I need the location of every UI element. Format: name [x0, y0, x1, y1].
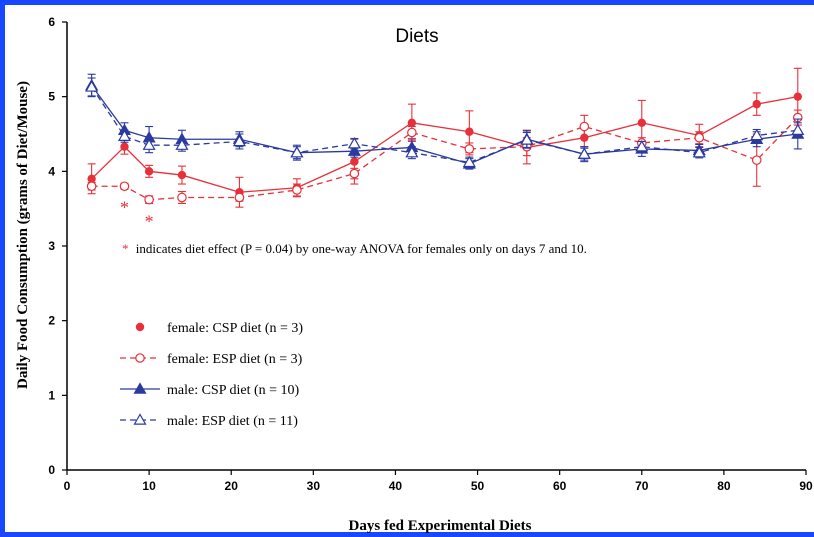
- data-point: [407, 118, 417, 128]
- data-point: [350, 157, 359, 166]
- legend-label: female: ESP diet (n = 3): [167, 352, 303, 367]
- annotation-note: * indicates diet effect (P = 0.04) by on…: [122, 241, 587, 256]
- svg-text:* indicates diet effect: * indicates diet effect (P = 0.04) by on…: [122, 241, 587, 256]
- data-point: [144, 194, 154, 205]
- data-point: [465, 127, 474, 136]
- legend-item-2: female: ESP diet (n = 3): [120, 352, 303, 367]
- legend-item-3: male: CSP diet (n = 10): [120, 382, 300, 398]
- data-point: [142, 138, 156, 150]
- data-point: [752, 99, 761, 109]
- significance-star: *: [120, 197, 129, 217]
- series-4: [85, 77, 805, 169]
- legend-marker: [135, 322, 145, 332]
- legend-item-1: female: CSP diet (n = 3): [135, 321, 303, 336]
- data-point: [86, 181, 97, 192]
- data-point: [349, 168, 360, 179]
- data-point: [637, 118, 646, 128]
- data-point: [405, 145, 419, 158]
- y-ticks: 0 1 2 3 4 5 6: [48, 15, 67, 477]
- data-point: [232, 134, 246, 147]
- data-point: [694, 132, 705, 143]
- x-ticks: 0 10 20 30 40 50 60 70 80 90: [64, 470, 813, 493]
- significance-star: *: [145, 211, 154, 231]
- legend: female: CSP diet (n = 3) female: ESP diet…: [120, 321, 303, 429]
- annotation-star: *: [122, 241, 129, 256]
- legend-marker: [133, 413, 147, 425]
- data-point: [119, 181, 130, 192]
- x-tick-label: 0: [64, 479, 71, 493]
- annotation-text: indicates diet effect (P = 0.04) by one-…: [136, 241, 587, 256]
- data-point: [87, 174, 96, 183]
- data-point: [464, 144, 475, 154]
- series-line: [91, 117, 799, 201]
- x-tick-label: 10: [142, 479, 156, 493]
- y-tick-label: 1: [48, 388, 55, 402]
- data-point: [120, 142, 129, 151]
- y-tick-label: 4: [48, 164, 55, 178]
- data-point: [234, 192, 245, 203]
- data-point: [751, 155, 762, 165]
- series-line: [91, 85, 798, 165]
- y-tick-label: 5: [48, 90, 55, 104]
- data-point: [692, 145, 706, 158]
- data-point: [520, 133, 534, 145]
- x-tick-label: 80: [717, 479, 731, 493]
- data-point: [175, 138, 189, 150]
- y-tick-label: 3: [48, 239, 55, 253]
- y-axis-label: Daily Food Consumption (grams of Diet/Mo…: [15, 81, 31, 389]
- data-point: [579, 121, 590, 132]
- data-point: [462, 155, 476, 168]
- legend-label: male: ESP diet (n = 11): [167, 414, 298, 429]
- x-tick-label: 40: [389, 479, 403, 493]
- data-point: [793, 92, 802, 101]
- significance-stars: **: [120, 197, 154, 231]
- x-tick-label: 90: [799, 479, 813, 493]
- chart-title: Diets: [395, 26, 438, 47]
- data-point: [117, 129, 132, 141]
- series-2: [86, 109, 803, 205]
- data-point: [290, 145, 304, 158]
- x-tick-label: 30: [307, 479, 321, 493]
- series-layer: [85, 67, 805, 208]
- legend-marker: [133, 382, 147, 394]
- data-point: [750, 128, 764, 141]
- x-tick-label: 60: [553, 479, 567, 493]
- data-point: [635, 139, 649, 152]
- series-line: [91, 86, 798, 164]
- legend-item-4: male: ESP diet (n = 11): [120, 413, 298, 429]
- data-point: [347, 136, 361, 149]
- x-tick-label: 50: [471, 479, 485, 493]
- legend-marker: [135, 353, 145, 363]
- data-point: [177, 170, 187, 180]
- y-tick-label: 6: [48, 15, 55, 29]
- y-tick-label: 0: [48, 463, 55, 477]
- data-point: [85, 80, 99, 92]
- x-tick-label: 70: [635, 479, 649, 493]
- data-point: [407, 127, 417, 138]
- x-tick-label: 20: [225, 479, 239, 493]
- legend-label: male: CSP diet (n = 10): [167, 383, 300, 398]
- data-point: [577, 147, 591, 159]
- data-point: [144, 167, 154, 176]
- x-axis-label: Days fed Experimental Diets: [349, 518, 532, 534]
- data-point: [791, 123, 805, 135]
- legend-label: female: CSP diet (n = 3): [167, 321, 303, 336]
- data-point: [347, 144, 361, 156]
- data-point: [177, 192, 187, 203]
- y-tick-label: 2: [48, 314, 55, 328]
- data-point: [292, 185, 302, 195]
